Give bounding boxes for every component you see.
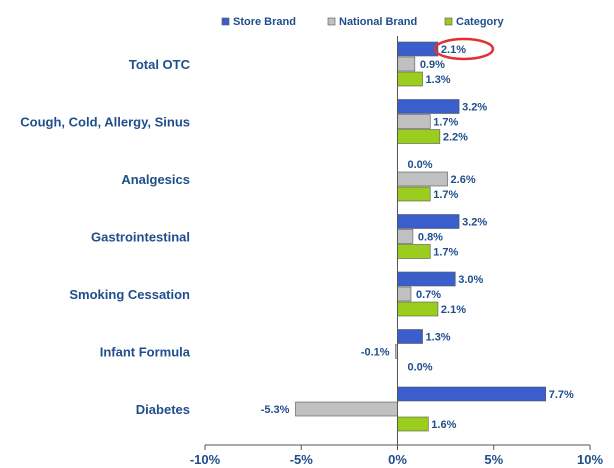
value-label-0-0: 2.1% xyxy=(441,44,466,56)
value-label-2-0: 0.0% xyxy=(408,159,433,171)
category-label-0: Total OTC xyxy=(129,57,191,72)
category-label-2: Analgesics xyxy=(121,172,190,187)
value-label-5-0: 1.3% xyxy=(426,332,451,344)
value-label-4-1: 0.7% xyxy=(416,289,441,301)
value-label-1-0: 3.2% xyxy=(462,102,487,114)
bar-1-0 xyxy=(397,99,460,114)
value-label-6-2: 1.6% xyxy=(431,419,456,431)
x-tick-label-1: -5% xyxy=(290,452,314,467)
annotation-circle xyxy=(433,37,495,61)
category-label-1: Cough, Cold, Allergy, Sinus xyxy=(20,115,190,130)
legend-swatch-1 xyxy=(327,17,336,26)
bar-0-2 xyxy=(397,71,423,87)
category-label-5: Infant Formula xyxy=(100,345,191,360)
value-label-5-1: -0.1% xyxy=(361,347,390,359)
bars: 2.1% 0.9% 1.3% 3.2% 1.7% 2.2% 0.0% 2.6% 1.7% 3.2%… xyxy=(261,41,574,432)
legend-label-1: National Brand xyxy=(339,16,417,28)
bar-1-1 xyxy=(397,114,431,129)
bar-0-1 xyxy=(397,56,416,72)
category-label-3: Gastrointestinal xyxy=(91,230,190,245)
legend-swatch-0 xyxy=(221,17,230,26)
x-axis: -10% -5% 0% 5% 10% xyxy=(190,36,603,467)
bar-1-2 xyxy=(397,129,441,144)
category-labels: Total OTC Cough, Cold, Allergy, Sinus Anal… xyxy=(20,57,190,417)
value-label-6-0: 7.7% xyxy=(549,389,574,401)
legend-label-2: Category xyxy=(456,16,505,28)
legend: Store Brand National Brand Category xyxy=(221,16,505,28)
value-label-6-1: -5.3% xyxy=(261,404,290,416)
bar-6-2 xyxy=(397,416,429,432)
value-label-4-0: 3.0% xyxy=(458,274,483,286)
value-label-2-2: 1.7% xyxy=(433,189,458,201)
legend-label-0: Store Brand xyxy=(233,16,296,28)
value-label-1-1: 1.7% xyxy=(433,117,458,129)
value-label-0-1: 0.9% xyxy=(420,59,445,71)
x-tick-label-4: 10% xyxy=(577,452,603,467)
bar-2-2 xyxy=(397,186,431,202)
bar-3-1 xyxy=(397,229,414,244)
bar-4-0 xyxy=(397,271,456,287)
annotation xyxy=(433,37,495,61)
category-label-4: Smoking Cessation xyxy=(69,287,190,302)
category-label-6: Diabetes xyxy=(136,402,190,417)
value-label-4-2: 2.1% xyxy=(441,304,466,316)
value-label-3-2: 1.7% xyxy=(433,247,458,259)
bar-0-0 xyxy=(397,41,439,57)
value-label-0-2: 1.3% xyxy=(426,74,451,86)
x-tick-label-2: 0% xyxy=(388,452,407,467)
bar-6-0 xyxy=(397,386,547,402)
value-label-2-1: 2.6% xyxy=(451,174,476,186)
bar-4-2 xyxy=(397,301,439,317)
bar-3-0 xyxy=(397,214,460,229)
value-label-1-2: 2.2% xyxy=(443,132,468,144)
value-label-5-2: 0.0% xyxy=(408,362,433,374)
bar-2-1 xyxy=(397,171,448,187)
bar-3-2 xyxy=(397,244,431,259)
bar-4-1 xyxy=(397,286,412,302)
bar-5-0 xyxy=(397,329,423,344)
value-label-3-1: 0.8% xyxy=(418,232,443,244)
value-label-3-0: 3.2% xyxy=(462,217,487,229)
x-tick-label-0: -10% xyxy=(190,452,221,467)
bar-6-1 xyxy=(295,401,398,417)
x-tick-label-3: 5% xyxy=(484,452,503,467)
legend-swatch-2 xyxy=(444,17,453,26)
